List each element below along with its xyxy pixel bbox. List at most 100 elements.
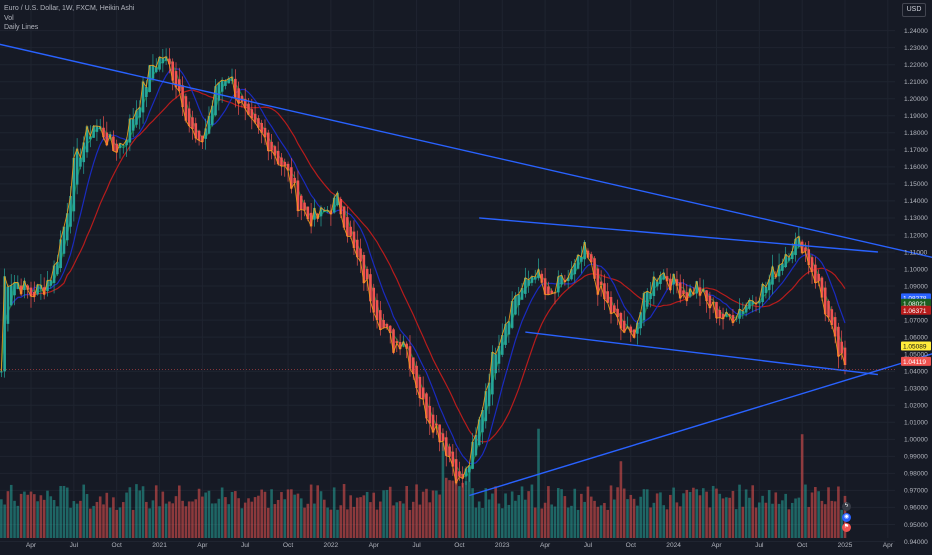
volume-bar [332, 487, 336, 538]
candle-body [708, 295, 712, 309]
candle-body [257, 118, 260, 128]
volume-bar [418, 504, 422, 538]
time-tick-label: Jul [70, 542, 79, 549]
volume-bar [26, 494, 30, 538]
candle-body [56, 261, 59, 275]
volume-bar [718, 493, 722, 538]
volume-bar [329, 509, 333, 538]
candle-body [332, 197, 336, 213]
candle-body [431, 414, 435, 433]
candle-body [112, 136, 115, 151]
candle-body [586, 250, 590, 258]
flag-icon[interactable]: ⚑ [842, 523, 851, 532]
volume-bar [438, 494, 441, 538]
volume-bar [500, 508, 504, 538]
volume-bar [131, 509, 135, 538]
volume-bar [299, 498, 303, 538]
volume-bar [382, 490, 385, 538]
price-tick-label: 1.22000 [904, 62, 928, 69]
candle-body [191, 117, 194, 130]
volume-bar [65, 487, 69, 538]
volume-legend[interactable]: Vol [4, 14, 14, 22]
volume-bar [639, 496, 642, 538]
candle-body [194, 123, 198, 139]
candle-body [639, 312, 642, 329]
candle-body [563, 279, 567, 283]
volume-bar [322, 499, 326, 538]
candle-body [464, 468, 468, 477]
volume-bar [619, 461, 623, 538]
candles [0, 48, 847, 488]
price-tick-label: 1.14000 [904, 198, 928, 205]
volume-bar [461, 482, 465, 538]
price-tick-label: 1.21000 [904, 79, 928, 86]
volume-bar [326, 507, 329, 538]
candle-body [481, 410, 484, 433]
candle-body [665, 276, 669, 282]
volume-bar [669, 494, 672, 538]
volume-bar [121, 502, 125, 538]
volume-bar [3, 504, 6, 538]
trendline-rising-support [469, 353, 932, 497]
candle-body [817, 273, 820, 282]
volume-bar [405, 486, 408, 538]
candle-body [823, 287, 827, 315]
alert-icon[interactable]: ◉ [842, 513, 851, 522]
volume-bars [0, 428, 847, 538]
candle-body [718, 310, 722, 318]
daily-lines-legend[interactable]: Daily Lines [4, 24, 39, 31]
volume-bar [346, 509, 349, 538]
volume-bar [181, 500, 184, 538]
candle-body [408, 346, 412, 369]
candle-body [520, 288, 524, 300]
candle-body [642, 293, 646, 321]
time-tick-label: Oct [797, 542, 807, 549]
volume-bar [102, 504, 105, 538]
candle-body [764, 286, 768, 294]
volume-bar [135, 484, 138, 538]
candle-body [784, 254, 787, 268]
volume-bar [220, 487, 224, 538]
lightning-icon[interactable]: ϟ [842, 502, 851, 511]
volume-bar [665, 509, 669, 538]
price-tag-text: 1.05089 [903, 344, 927, 351]
currency-selector[interactable]: USD [902, 3, 926, 17]
candle-body [171, 61, 175, 81]
candle-body [800, 241, 804, 254]
time-tick-label: Jul [755, 542, 764, 549]
chart-legend: Euro / U.S. Dollar, 1W, FXCM, Heikin Ash… [4, 4, 134, 33]
volume-bar [576, 509, 580, 538]
candle-body [42, 287, 46, 295]
volume-bar [372, 492, 376, 538]
volume-bar [75, 503, 79, 538]
price-tick-label: 1.02000 [904, 403, 928, 410]
candle-body [556, 276, 560, 293]
volume-bar [761, 495, 764, 538]
volume-bar [362, 495, 366, 538]
price-tick-label: 1.15000 [904, 181, 928, 188]
candle-body [767, 279, 771, 290]
volume-bar [833, 501, 837, 538]
candle-body [606, 291, 610, 303]
candle-body [497, 345, 501, 364]
volume-bar [42, 499, 46, 538]
candle-body [484, 391, 488, 422]
candle-body [458, 471, 461, 477]
candle-body [790, 251, 794, 259]
candle-body [72, 157, 76, 212]
volume-bar [804, 484, 807, 538]
volume-bar [566, 507, 570, 538]
volume-bar [392, 505, 395, 538]
volume-bar [662, 505, 666, 538]
candle-body [365, 269, 369, 280]
volume-bar [701, 488, 705, 538]
candle-body [164, 56, 168, 61]
volume-bar [398, 501, 402, 538]
volume-bar [29, 491, 33, 538]
candle-body [95, 126, 99, 132]
candle-body [141, 81, 145, 113]
candle-body [342, 206, 346, 228]
symbol-title[interactable]: Euro / U.S. Dollar, 1W, FXCM, Heikin Ash… [4, 5, 135, 12]
